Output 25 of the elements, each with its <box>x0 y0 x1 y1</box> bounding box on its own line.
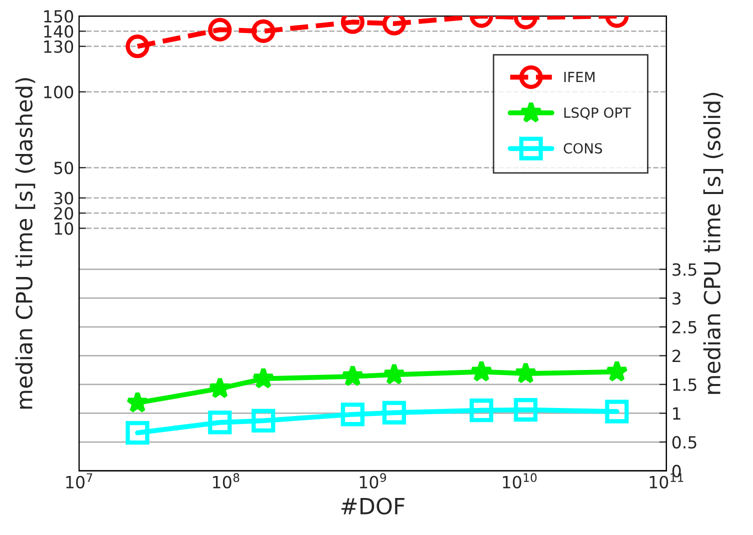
y-tick-label: 100 <box>44 86 74 98</box>
legend-label: CONS <box>564 143 602 154</box>
y-tick-label: 20 <box>54 207 74 220</box>
y-tick-label: 150 <box>44 10 74 23</box>
y2-tick-label: 0.5 <box>672 436 696 449</box>
y-axis-title: median CPU time [s] (dashed) <box>15 78 36 409</box>
y2-tick-label: 2 <box>672 350 680 362</box>
x-axis-title: #DOF <box>341 498 404 515</box>
y-tick-label: 130 <box>44 40 74 53</box>
y-tick-label: 10 <box>54 222 74 235</box>
y2-tick-label: 3.5 <box>672 263 696 276</box>
y-tick-label: 30 <box>54 192 74 205</box>
x-tick-label: 10$^{10}$ <box>502 473 537 488</box>
legend-label: IFEM <box>564 72 594 82</box>
legend-label: LSQP OPT <box>564 107 632 120</box>
y-tick-label: 50 <box>54 162 74 174</box>
x-tick-label: 10$^{9}$ <box>360 473 386 488</box>
y-tick-label: 140 <box>44 25 74 38</box>
y2-tick-label: 2.5 <box>672 320 696 334</box>
y2-tick-label: 1 <box>673 407 680 420</box>
y2-tick-label: 3 <box>672 292 681 305</box>
x-tick-label: 10$^{7}$ <box>66 473 92 488</box>
y2-axis-title: median CPU time [s] (solid) <box>703 92 724 394</box>
y2-tick-label: 1.5 <box>673 378 696 392</box>
x-tick-label: 10$^{8}$ <box>213 473 240 488</box>
